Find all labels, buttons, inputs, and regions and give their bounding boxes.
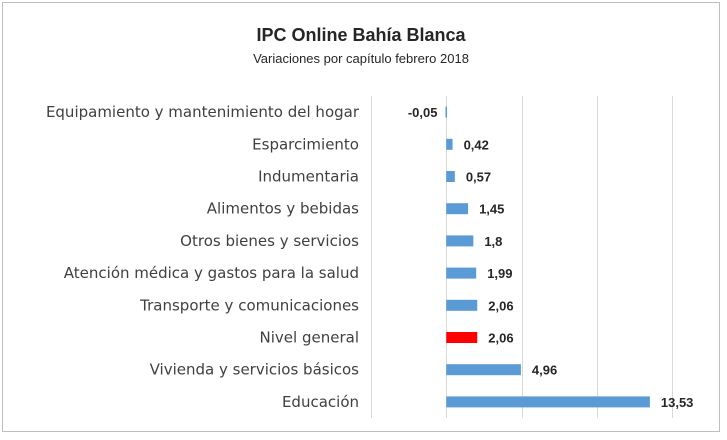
bar: [446, 332, 478, 343]
category-label: Indumentaria: [258, 168, 359, 186]
category-label: Nivel general: [260, 329, 359, 347]
bar: [446, 171, 455, 182]
data-label: 0,57: [466, 170, 491, 185]
chart-title: IPC Online Bahía Blanca: [256, 25, 466, 45]
data-label: 2,06: [488, 331, 513, 346]
category-label: Vivienda y servicios básicos: [150, 361, 360, 379]
bar: [446, 364, 521, 376]
bar-chart: Equipamiento y mantenimiento del hogar -0…: [46, 96, 694, 418]
category-label: Alimentos y bebidas: [207, 200, 359, 218]
data-label: 0,42: [464, 137, 489, 152]
category-label: Esparcimiento: [252, 135, 359, 153]
bar: [446, 203, 469, 215]
bar: [445, 106, 447, 118]
data-label: 1,45: [479, 202, 504, 217]
data-label: 2,06: [488, 298, 513, 313]
category-label: Equipamiento y mantenimiento del hogar: [46, 103, 360, 121]
data-label: -0,05: [408, 105, 438, 120]
bar: [446, 235, 474, 247]
category-label: Educación: [282, 393, 359, 411]
category-label: Atención médica y gastos para la salud: [64, 264, 359, 282]
data-label: 1,8: [484, 234, 502, 249]
data-label: 13,53: [661, 395, 694, 410]
bar: [446, 267, 477, 279]
chart-frame: IPC Online Bahía Blanca Variaciones por …: [2, 2, 720, 432]
category-label: Transporte y comunicaciones: [139, 296, 359, 314]
data-label: 1,99: [487, 266, 512, 281]
data-label: 4,96: [532, 363, 557, 378]
category-label: Otros bienes y servicios: [180, 232, 359, 250]
bar: [446, 396, 650, 408]
bar: [446, 138, 453, 150]
bar: [446, 299, 478, 311]
chart-subtitle: Variaciones por capítulo febrero 2018: [253, 51, 469, 66]
